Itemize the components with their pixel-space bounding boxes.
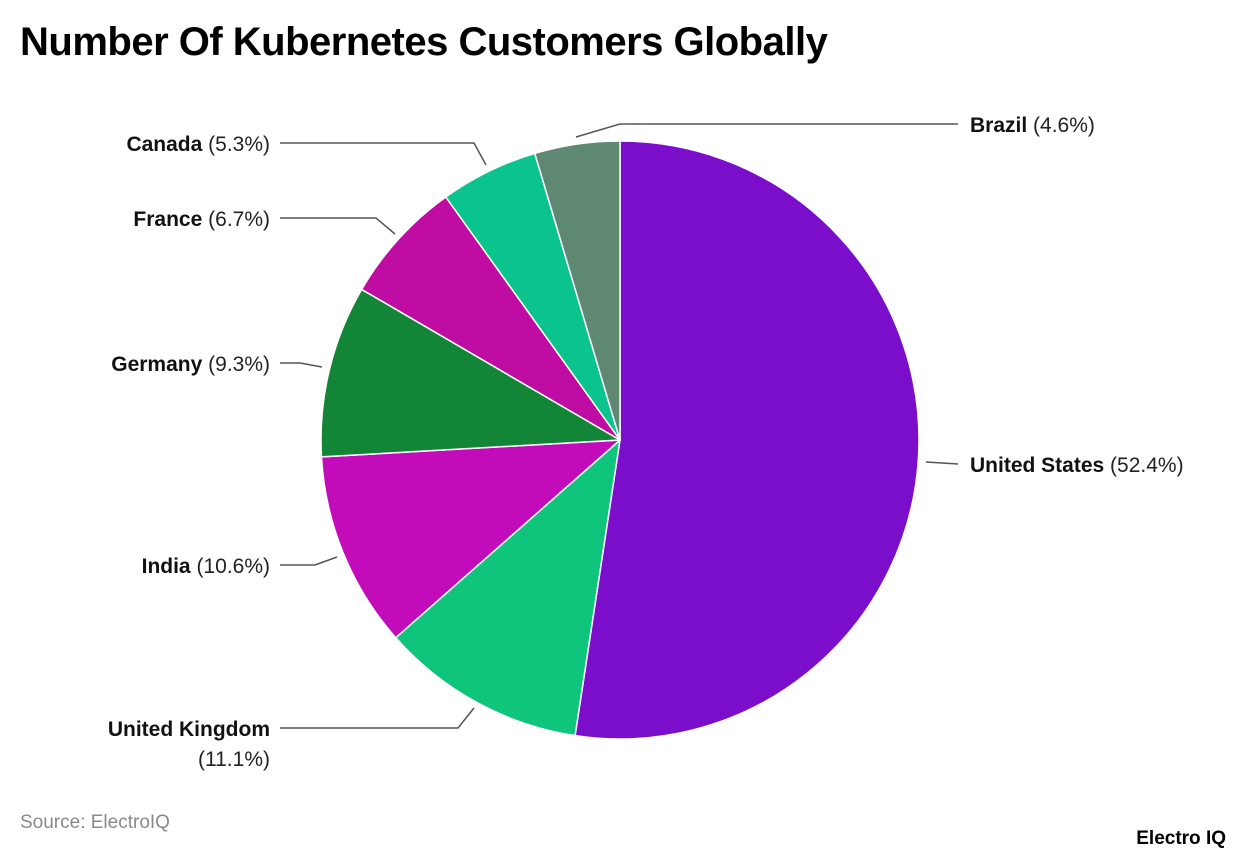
pie-slice-france <box>360 196 621 441</box>
slice-label-name: United States <box>970 454 1104 477</box>
slice-label: Germany (9.3%) <box>111 353 270 376</box>
pie-slices <box>320 140 920 740</box>
slice-label-value: (5.3%) <box>208 133 270 156</box>
leader-line <box>575 123 958 138</box>
leader-line <box>280 707 475 729</box>
slice-label: (11.1%) <box>198 748 270 771</box>
leader-line <box>280 556 338 566</box>
leader-lines <box>280 123 959 729</box>
slice-label-name: India <box>142 555 191 578</box>
pie-slice-brazil <box>534 140 621 441</box>
slice-label-value: (6.7%) <box>208 208 270 231</box>
chart-title: Number Of Kubernetes Customers Globally <box>20 20 828 64</box>
slice-labels: United States (52.4%) United Kingdom (11.1… <box>108 114 1184 771</box>
leader-line <box>280 142 487 166</box>
slice-label: United Kingdom <box>108 718 270 741</box>
slice-label-value: (10.6%) <box>196 555 270 578</box>
slice-label: United States (52.4%) <box>970 454 1184 477</box>
slice-label-name: Germany <box>111 353 202 376</box>
pie-slice-united-kingdom <box>394 439 621 737</box>
slice-label-value: (9.3%) <box>208 353 270 376</box>
leader-line <box>280 362 323 368</box>
slice-label: Brazil (4.6%) <box>970 114 1095 137</box>
slice-label-value: (11.1%) <box>198 748 270 771</box>
slice-label-name: France <box>133 208 202 231</box>
source-note: Source: ElectroIQ <box>20 812 170 833</box>
slice-label: India (10.6%) <box>142 555 270 578</box>
slice-label-value: (4.6%) <box>1033 114 1095 137</box>
pie-chart: United States (52.4%) United Kingdom (11.1… <box>108 114 1184 771</box>
brand-logo: Electro IQ <box>1136 828 1226 849</box>
leader-line <box>925 461 959 465</box>
pie-slice-india <box>320 439 621 639</box>
slice-label-value: (52.4%) <box>1110 454 1184 477</box>
pie-slice-united-states <box>574 140 920 740</box>
leader-line <box>280 217 396 235</box>
slice-label-name: Canada <box>126 133 202 156</box>
slice-label-name: United Kingdom <box>108 718 270 741</box>
slice-label: Canada (5.3%) <box>126 133 270 156</box>
slice-label-name: Brazil <box>970 114 1027 137</box>
pie-slice-germany <box>320 288 621 458</box>
slice-label: France (6.7%) <box>133 208 270 231</box>
